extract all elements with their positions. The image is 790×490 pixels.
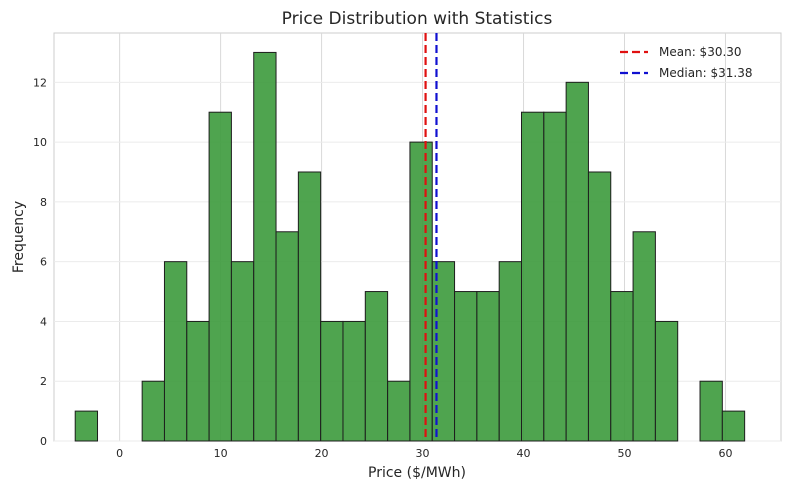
y-tick-label: 8 <box>40 196 47 209</box>
x-tick-label: 10 <box>214 447 228 460</box>
histogram-bar <box>141 380 165 442</box>
histogram-bar <box>364 291 389 442</box>
histogram-bar <box>74 410 99 442</box>
x-tick-label: 20 <box>315 447 329 460</box>
x-tick-label: 0 <box>116 447 123 460</box>
legend: Mean: $30.30 Median: $31.38 <box>620 45 753 80</box>
x-tick-labels: 0 10 20 30 40 50 60 <box>116 447 732 460</box>
histogram-bar <box>699 380 723 442</box>
y-tick-label: 12 <box>33 76 47 89</box>
legend-label: Mean: $30.30 <box>659 45 742 59</box>
x-tick-label: 30 <box>416 447 430 460</box>
histogram-bar <box>253 51 277 442</box>
histogram-bar <box>275 231 299 442</box>
y-axis-label: Frequency <box>11 201 27 273</box>
legend-label: Median: $31.38 <box>659 66 753 80</box>
histogram-bar <box>721 410 746 442</box>
histogram-bar <box>320 320 344 442</box>
histogram-bar <box>476 291 500 442</box>
histogram-bar <box>186 320 210 442</box>
x-tick-label: 60 <box>718 447 732 460</box>
stat-lines <box>424 33 438 441</box>
histogram-bar <box>543 111 567 442</box>
histogram-bar <box>297 171 322 442</box>
histogram-bar <box>163 261 188 442</box>
histogram-bar <box>521 111 545 442</box>
histogram-bar <box>454 291 478 442</box>
x-tick-label: 50 <box>617 447 631 460</box>
chart-title: Price Distribution with Statistics <box>282 9 553 29</box>
histogram-bars <box>74 51 746 442</box>
histogram-bar <box>565 81 589 442</box>
histogram-bar <box>342 320 366 442</box>
histogram-bar <box>498 261 523 442</box>
y-tick-label: 6 <box>40 256 47 269</box>
histogram-bar <box>387 380 411 442</box>
histogram-bar <box>409 141 433 442</box>
y-tick-label: 4 <box>40 315 47 328</box>
y-tick-label: 0 <box>40 435 47 448</box>
x-axis-label: Price ($/MWh) <box>368 465 466 481</box>
histogram-bar <box>654 320 679 442</box>
histogram-bar <box>208 111 232 442</box>
histogram-bar <box>610 291 634 442</box>
y-tick-label: 10 <box>33 136 47 149</box>
histogram-bar <box>230 261 255 442</box>
y-tick-label: 2 <box>40 375 47 388</box>
x-tick-label: 40 <box>517 447 531 460</box>
histogram-bar <box>632 231 656 442</box>
histogram-bar <box>587 171 612 442</box>
y-tick-labels: 0 2 4 6 8 10 12 <box>33 76 47 448</box>
